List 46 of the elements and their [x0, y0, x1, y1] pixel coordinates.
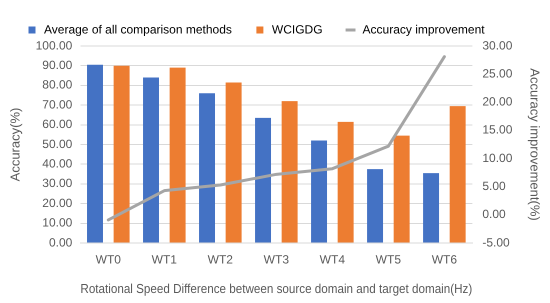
y-tick-label: 90.00	[42, 58, 73, 72]
bar	[367, 169, 384, 242]
y2-tick-label: 5.00	[482, 179, 506, 194]
bar	[170, 68, 186, 242]
y-tick-label: 60.00	[42, 117, 73, 132]
bar	[394, 136, 410, 242]
bar	[143, 78, 159, 242]
y-tick-label: 50.00	[42, 136, 73, 151]
x-tick-label: WT1	[152, 252, 178, 267]
y-tick-label: 70.00	[42, 97, 73, 112]
y-tick-label: 0.00	[48, 235, 73, 250]
y2-axis-title: Accuracy improvement(%)	[528, 68, 543, 221]
bar	[255, 118, 272, 242]
bar	[423, 173, 440, 242]
x-tick-label: WT5	[376, 252, 402, 267]
bar	[87, 64, 103, 242]
bar	[450, 106, 466, 242]
x-tick-label: WT6	[432, 252, 458, 267]
y2-tick-label: 30.00	[482, 38, 513, 52]
y2-tick-label: -5.00	[482, 235, 510, 250]
y2-tick-label: 25.00	[482, 66, 513, 80]
x-tick-label: WT4	[320, 252, 346, 267]
y2-tick-label: 20.00	[482, 94, 513, 109]
x-tick-label: WT0	[96, 252, 122, 267]
bar	[311, 140, 328, 242]
y-axis-title: Accuracy(%)	[7, 108, 22, 182]
y2-tick-label: 0.00	[482, 207, 506, 222]
x-tick-label: WT3	[264, 252, 290, 267]
y-tick-label: 40.00	[42, 156, 73, 171]
legend-label: Average of all comparison methods	[44, 22, 232, 36]
bar	[199, 93, 216, 242]
y-tick-label: 10.00	[42, 216, 73, 230]
y-tick-label: 100.00	[36, 38, 73, 52]
y2-tick-label: 10.00	[482, 150, 513, 165]
legend-label: WCIGDG	[272, 22, 323, 36]
bar	[226, 82, 242, 242]
bar	[282, 101, 298, 242]
x-tick-label: WT2	[208, 252, 234, 267]
bar	[338, 122, 354, 242]
bar	[114, 66, 130, 242]
y-tick-label: 30.00	[42, 176, 73, 190]
legend-label: Accuracy improvement	[362, 22, 486, 36]
y2-tick-label: 15.00	[482, 122, 513, 137]
y-tick-label: 80.00	[42, 78, 73, 92]
y-tick-label: 20.00	[42, 196, 73, 210]
x-axis-title: Rotational Speed Difference between source domain and target domain(Hz)	[80, 281, 472, 296]
